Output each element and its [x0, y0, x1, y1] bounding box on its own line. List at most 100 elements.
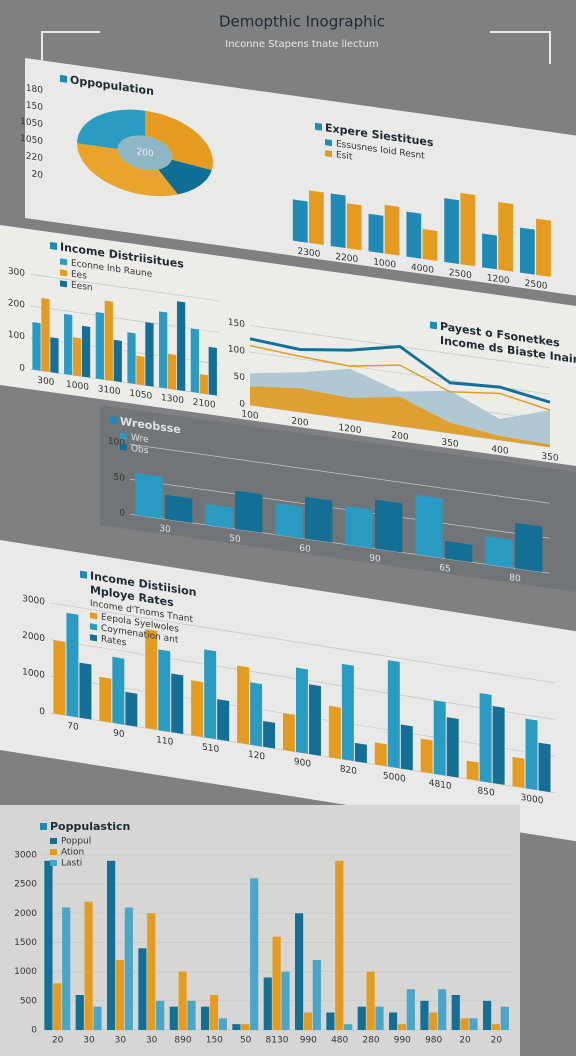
- legend-swatch: [60, 258, 67, 266]
- x-tick-label: 1050: [129, 389, 152, 402]
- y-tick-label: 500: [20, 996, 37, 1006]
- x-tick-label: 50: [240, 1036, 252, 1046]
- legend-label: Esit: [336, 150, 353, 162]
- bar: [479, 692, 492, 783]
- bar: [124, 907, 133, 1030]
- x-tick-label: 980: [425, 1036, 442, 1046]
- x-tick-label: 4810: [429, 778, 452, 792]
- pie-slice: [77, 143, 178, 197]
- legend-swatch: [60, 280, 67, 288]
- bar: [81, 325, 91, 378]
- legend-label: Lasti: [61, 859, 82, 869]
- x-tick-label: 350: [541, 452, 558, 464]
- legend-label: Ees: [71, 270, 87, 282]
- x-tick-label: 100: [241, 409, 258, 421]
- bar: [112, 656, 125, 725]
- legend-label: Obs: [131, 444, 149, 456]
- pie-slice: [158, 159, 212, 195]
- y-tick-label: 150: [228, 318, 245, 330]
- x-tick-label: 90: [113, 728, 125, 740]
- bar: [125, 691, 138, 727]
- legend-swatch: [325, 139, 332, 147]
- bar: [485, 536, 513, 568]
- bar: [241, 1024, 250, 1030]
- bar: [406, 989, 415, 1030]
- title-marker: [40, 823, 47, 830]
- bar: [158, 649, 171, 732]
- bar: [263, 977, 272, 1030]
- y-tick-label: 1500: [14, 938, 37, 948]
- grid-line: [30, 368, 220, 397]
- bar: [99, 676, 112, 723]
- x-tick-label: 20: [52, 1036, 64, 1046]
- grid-line: [30, 305, 220, 333]
- panel: Oppopulation2001801501050105022020Expere…: [20, 58, 576, 296]
- line: [249, 344, 551, 411]
- bar: [53, 640, 66, 716]
- bar: [147, 913, 156, 1030]
- bar: [208, 346, 217, 396]
- y-tick-label: 0: [31, 1026, 37, 1036]
- x-tick-label: 990: [300, 1036, 317, 1046]
- pie-slice: [145, 110, 213, 171]
- x-tick-label: 1000: [373, 257, 396, 270]
- bar: [95, 311, 104, 380]
- y-tick-label: 3000: [14, 851, 37, 861]
- bar: [168, 353, 177, 390]
- grid-line: [30, 273, 220, 302]
- bar: [538, 742, 551, 793]
- y-tick-label: 0: [39, 707, 45, 718]
- bar: [217, 699, 230, 742]
- bar: [375, 1006, 384, 1030]
- y-tick-label: 3000: [22, 594, 45, 608]
- bar: [235, 490, 263, 533]
- legend-swatch: [90, 623, 97, 631]
- bar: [64, 313, 73, 376]
- bar: [482, 233, 497, 270]
- grid-line: [130, 443, 550, 504]
- title-marker: [110, 416, 117, 425]
- y-tick-label: 2500: [14, 880, 37, 890]
- bar: [127, 332, 136, 385]
- x-tick-label: 150: [206, 1036, 223, 1046]
- legend-swatch: [50, 838, 57, 844]
- side-label: 1050: [20, 117, 43, 130]
- x-tick-label: 280: [362, 1036, 379, 1046]
- bar: [344, 1024, 353, 1030]
- bar: [305, 496, 333, 543]
- x-tick-label: 2300: [297, 247, 320, 260]
- x-tick-label: 20: [491, 1036, 503, 1046]
- page-title: Demopthic Inographic: [219, 13, 385, 31]
- bar: [73, 337, 82, 377]
- x-tick-label: 200: [291, 416, 308, 428]
- bar: [444, 198, 460, 265]
- bar: [446, 717, 459, 778]
- bar: [512, 756, 525, 789]
- title-marker: [50, 242, 57, 251]
- bar: [169, 1006, 178, 1030]
- bar: [171, 673, 184, 735]
- legend-swatch: [60, 269, 67, 277]
- y-tick-label: 50: [234, 372, 246, 384]
- bar: [32, 322, 41, 371]
- x-tick-label: 80: [509, 573, 521, 585]
- bar: [232, 1024, 241, 1030]
- bar: [460, 1018, 469, 1030]
- bar: [115, 960, 125, 1030]
- line: [249, 337, 551, 404]
- bar: [156, 1000, 165, 1030]
- y-tick-label: 0: [239, 399, 245, 410]
- bar: [345, 505, 373, 549]
- x-tick-label: 5000: [383, 771, 406, 785]
- bar: [422, 228, 438, 261]
- grid-line: [50, 602, 555, 684]
- bar: [375, 499, 403, 553]
- x-tick-label: 990: [394, 1036, 411, 1046]
- side-label: 1050: [20, 134, 43, 147]
- bar: [84, 901, 93, 1030]
- x-tick-label: 60: [299, 544, 311, 556]
- title-marker: [60, 74, 67, 83]
